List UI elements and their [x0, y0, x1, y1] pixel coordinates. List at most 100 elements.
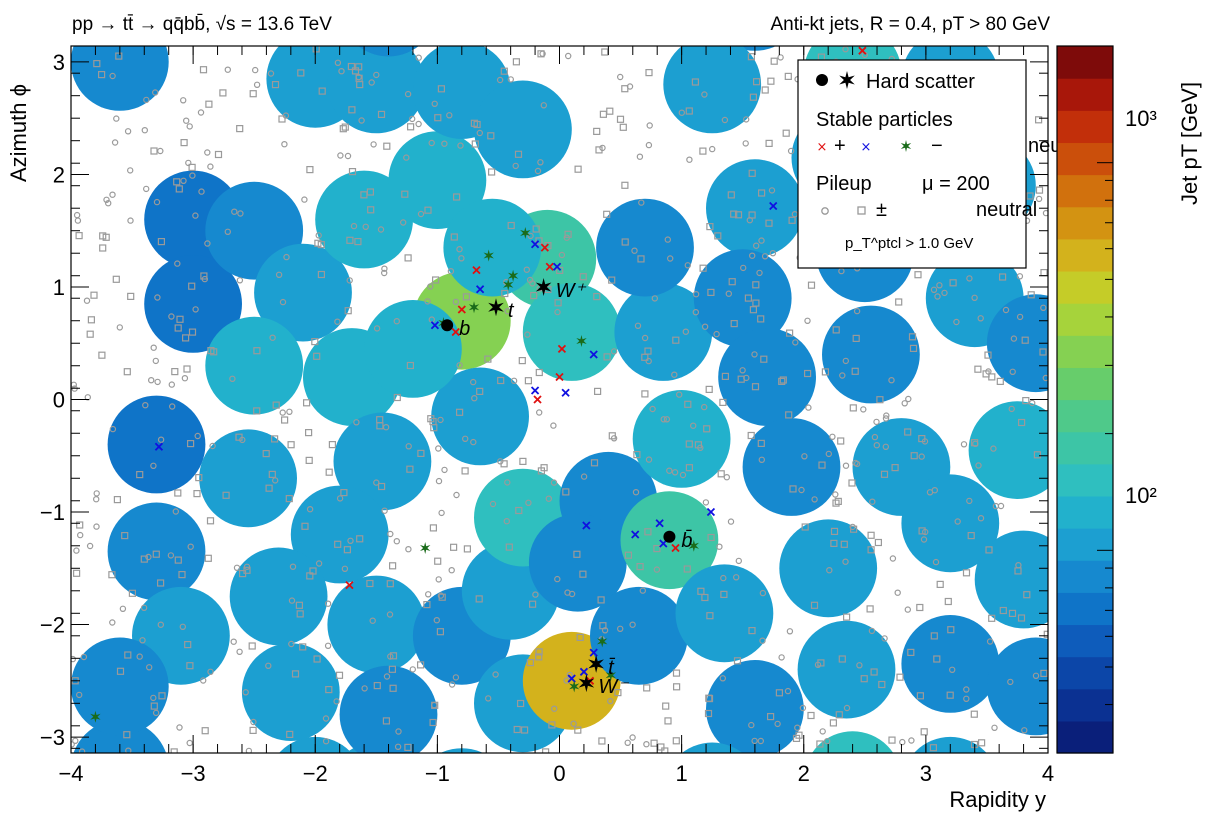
pileup-neutral-particle — [325, 685, 333, 694]
pileup-neutral-particle — [271, 80, 280, 89]
pileup-neutral-particle — [112, 275, 120, 283]
pileup-neutral-particle — [182, 334, 190, 342]
hard-scatter-boson-5 — [578, 674, 595, 693]
hard-scatter-label-3: W⁺ — [556, 280, 587, 302]
stable-particle-positive — [858, 46, 867, 55]
pileup-charged-particle — [735, 557, 743, 565]
pileup-charged-particle — [899, 738, 906, 746]
pileup-charged-particle — [373, 71, 380, 79]
pileup-charged-particle — [154, 294, 161, 301]
pileup-charged-particle — [759, 637, 766, 644]
pileup-neutral-particle — [621, 181, 629, 189]
stable-particles-layer — [90, 46, 867, 723]
color-bar-bin — [1057, 528, 1113, 561]
pileup-neutral-particle — [706, 223, 714, 231]
jet-area-61 — [968, 401, 1048, 499]
pileup-neutral-particle — [193, 490, 201, 498]
pileup-neutral-particle — [484, 355, 492, 363]
pileup-neutral-particle — [541, 748, 550, 753]
pileup-charged-particle — [92, 496, 100, 503]
pileup-neutral-particle — [782, 129, 790, 137]
pileup-neutral-particle — [356, 80, 364, 89]
color-bar-bin — [1057, 463, 1113, 497]
pileup-charged-particle — [361, 685, 368, 692]
pileup-charged-particle — [545, 495, 553, 502]
color-bar-bin — [1057, 624, 1113, 658]
pileup-charged-particle — [435, 477, 443, 485]
jet-area-55 — [901, 474, 1000, 573]
stable-particle-negative-stroke — [589, 350, 598, 359]
legend-stable-plus: + — [834, 135, 846, 157]
pileup-neutral-particle — [235, 433, 243, 441]
pileup-charged-particle — [338, 67, 345, 75]
pileup-charged-particle — [504, 479, 511, 486]
pileup-neutral-particle — [313, 352, 321, 360]
pileup-charged-particle — [580, 473, 588, 480]
pileup-charged-particle — [526, 276, 534, 284]
pileup-charged-particle — [784, 687, 792, 695]
pileup-neutral-particle — [456, 408, 464, 416]
pileup-charged-particle — [186, 739, 193, 747]
pileup-charged-particle — [975, 462, 982, 469]
pileup-neutral-particle — [1008, 609, 1017, 618]
pileup-charged-particle — [236, 277, 244, 284]
pileup-charged-particle — [324, 600, 332, 607]
jet-area-30 — [431, 367, 529, 466]
pileup-neutral-particle — [537, 50, 545, 58]
pileup-charged-particle — [441, 466, 448, 474]
pileup-neutral-particle — [272, 401, 280, 409]
pileup-neutral-particle — [389, 652, 398, 660]
pileup-charged-particle — [72, 737, 79, 745]
stable-particle-neutral — [468, 301, 480, 314]
pileup-charged-particle — [496, 76, 504, 84]
pileup-neutral-particle — [821, 368, 830, 376]
pileup-neutral-particle — [1026, 192, 1034, 200]
pileup-neutral-particle — [183, 365, 191, 373]
jet-area-38 — [590, 586, 688, 685]
pileup-charged-particle — [279, 409, 286, 416]
stable-particle-neutral — [420, 542, 431, 554]
pileup-charged-particle — [231, 208, 238, 215]
pileup-neutral-particle — [291, 670, 300, 678]
pileup-charged-particle — [798, 486, 805, 494]
pileup-charged-particle — [111, 139, 119, 146]
pileup-charged-particle — [720, 574, 727, 582]
pileup-neutral-particle — [832, 326, 840, 334]
pileup-neutral-particle — [248, 642, 256, 650]
pileup-charged-particle — [233, 564, 241, 572]
pileup-neutral-particle — [200, 272, 208, 280]
pileup-neutral-particle — [962, 569, 971, 577]
pileup-charged-particle — [415, 54, 422, 61]
color-bar-bin — [1057, 688, 1113, 722]
hard-scatter-boson-4 — [588, 654, 604, 673]
pileup-neutral-particle — [603, 210, 611, 218]
pileup-charged-particle — [393, 538, 400, 545]
pileup-charged-particle — [653, 566, 661, 573]
pileup-charged-particle — [404, 90, 412, 98]
pileup-neutral-particle — [719, 398, 727, 406]
pileup-charged-particle — [869, 498, 876, 505]
pileup-neutral-particle — [188, 328, 197, 336]
pileup-neutral-particle — [672, 669, 681, 677]
pileup-neutral-particle — [500, 67, 508, 75]
stable-particle-negative-stroke — [552, 262, 562, 271]
pileup-charged-particle — [236, 648, 243, 656]
pileup-charged-particle — [1042, 374, 1048, 382]
pileup-neutral-particle — [895, 298, 903, 306]
jet-area-15 — [229, 547, 328, 646]
stable-particle-positive-stroke — [545, 262, 554, 271]
pileup-charged-particle — [341, 565, 349, 573]
pileup-neutral-particle — [707, 533, 715, 542]
pileup-charged-particle — [265, 662, 272, 670]
pileup-neutral-particle — [744, 294, 753, 302]
pileup-charged-particle — [151, 89, 159, 96]
pileup-neutral-particle — [356, 535, 364, 543]
pileup-neutral-particle — [366, 579, 374, 588]
pileup-charged-particle — [985, 368, 992, 375]
pileup-neutral-particle — [325, 468, 333, 476]
jet-area-63 — [986, 637, 1048, 736]
color-bar-bin — [1057, 399, 1113, 433]
pileup-charged-particle — [786, 628, 794, 635]
jet-area-56 — [901, 615, 1000, 713]
y-tick-label: −2 — [40, 613, 65, 638]
